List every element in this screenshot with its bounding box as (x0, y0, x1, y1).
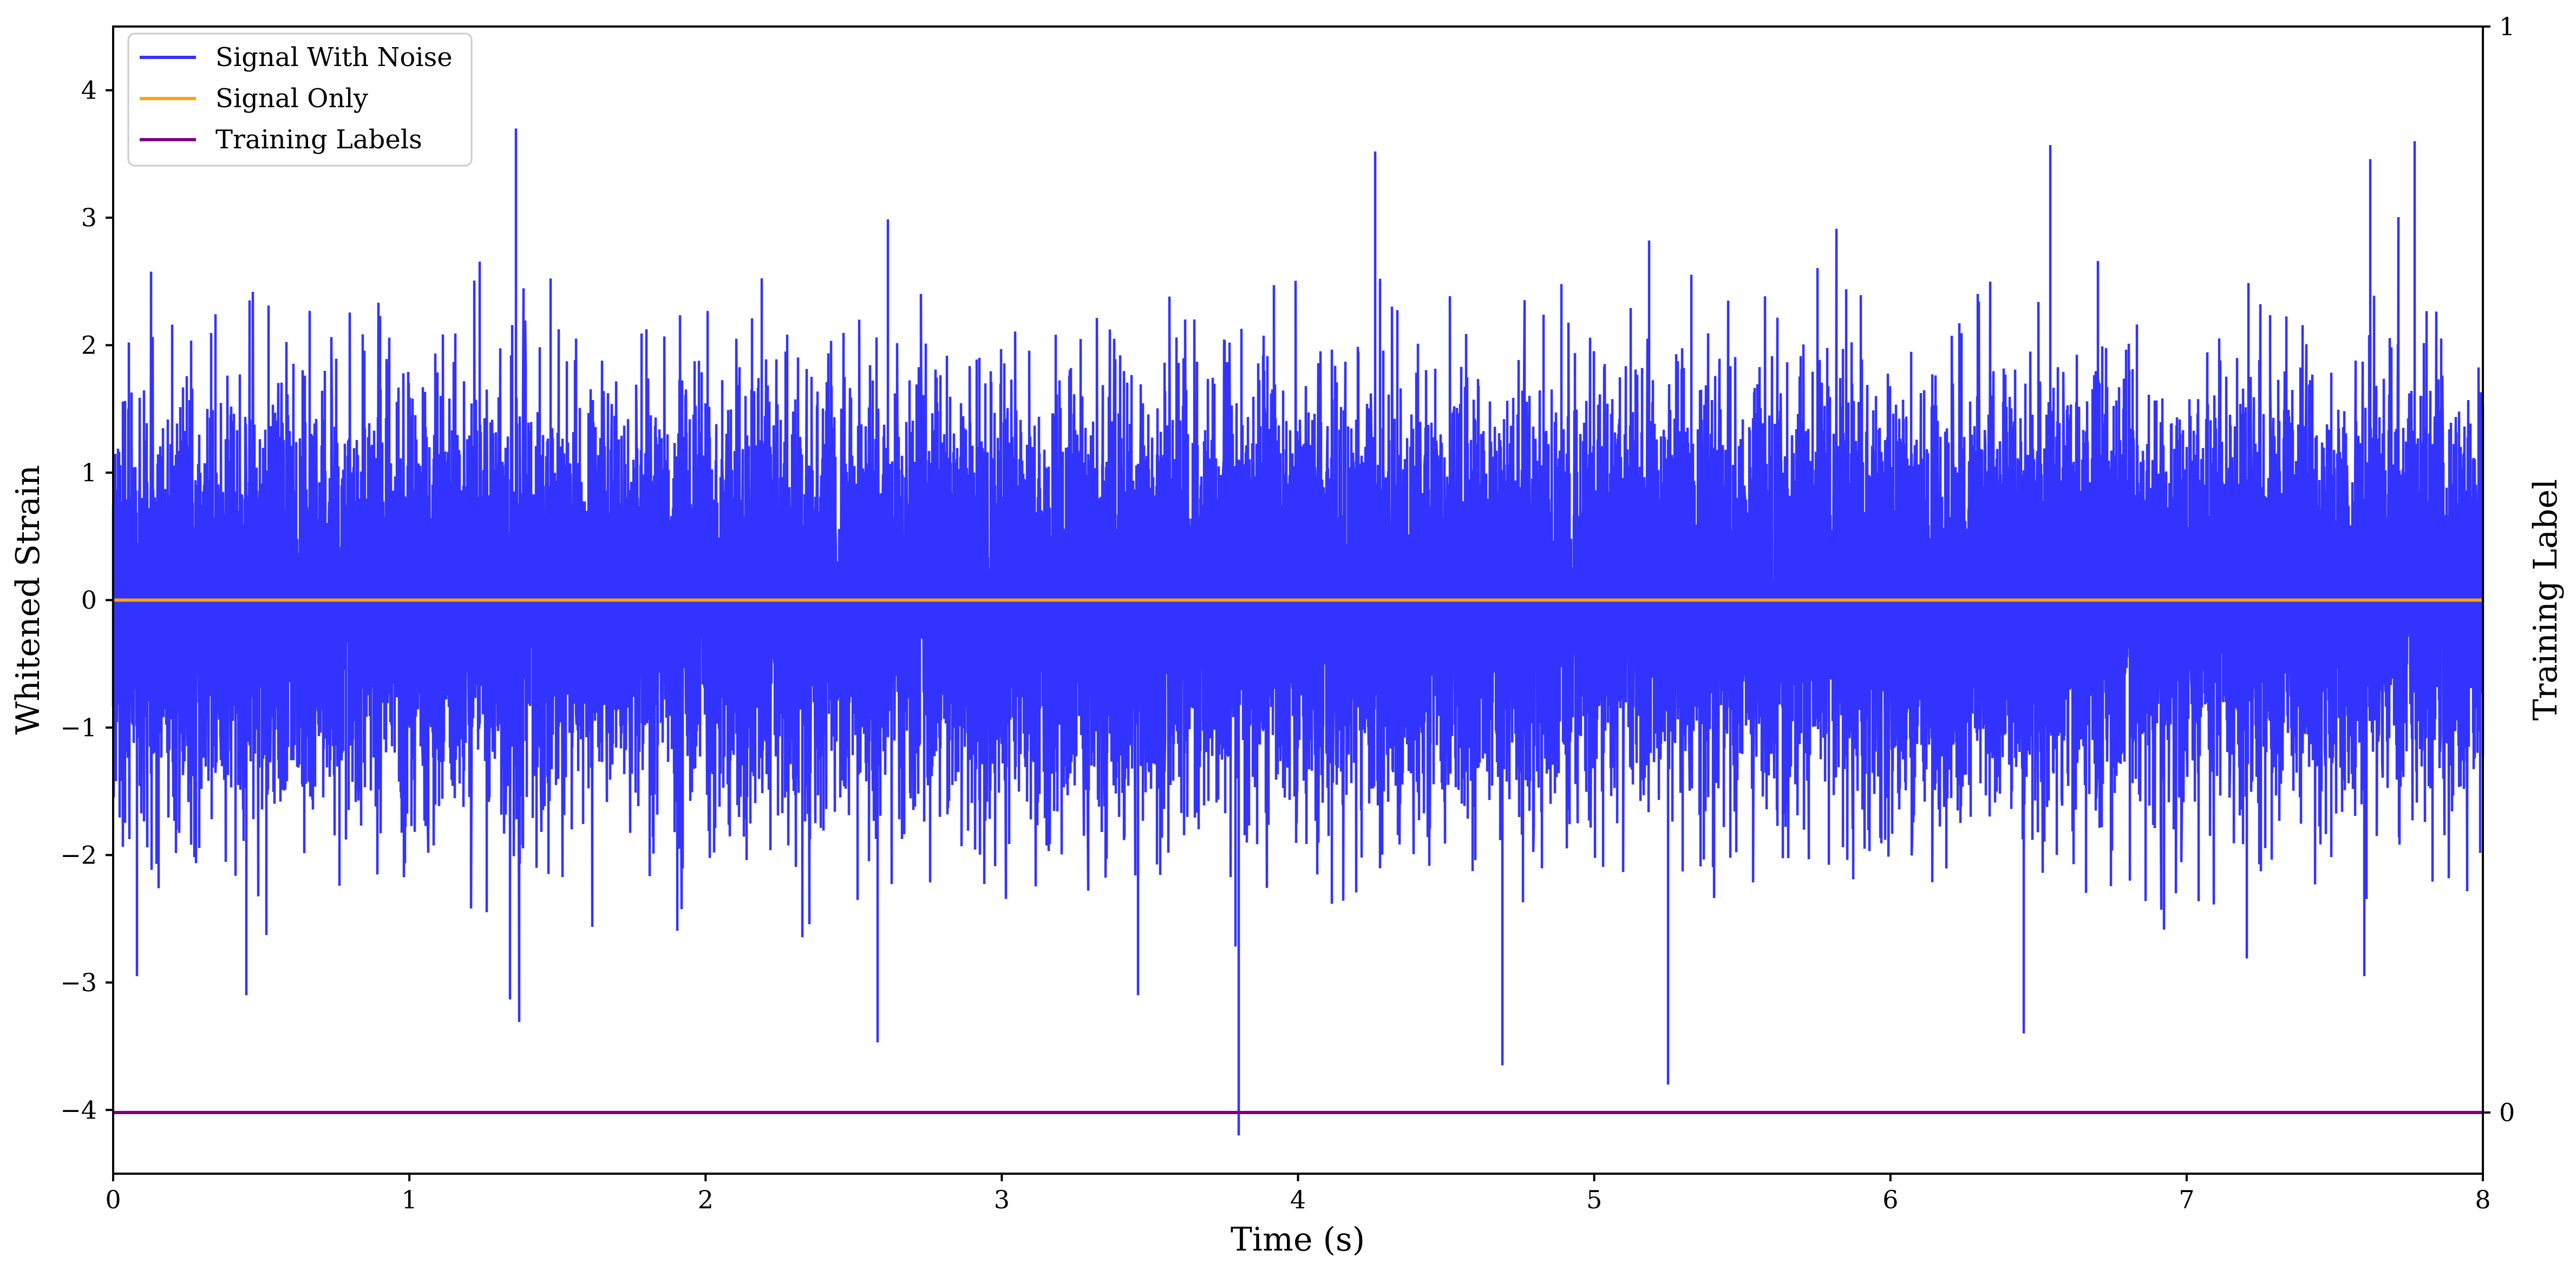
y-tick-label: 1 (81, 458, 97, 487)
y2-axis-label: Training Label (2527, 479, 2565, 721)
y-tick-label: −3 (60, 968, 97, 997)
y-tick-label: 0 (81, 586, 97, 615)
y-tick-label: 3 (81, 203, 97, 232)
y-tick-label: 2 (81, 331, 97, 360)
x-tick-label: 1 (401, 1185, 417, 1214)
axes-layer: 0 1 2 3 4 5 6 7 8 4 3 2 1 0 −1 −2 −3 −4 1 0 (60, 12, 2515, 1214)
x-tick-label: 4 (1290, 1185, 1306, 1214)
legend-label-signal-only: Signal Only (215, 83, 368, 114)
series-layer (112, 128, 2485, 1136)
x-tick-label: 3 (994, 1185, 1010, 1214)
y-tick-label: −2 (60, 840, 97, 869)
y-tick-label: 4 (81, 76, 97, 105)
x-tick-label: 5 (1586, 1185, 1602, 1214)
legend-label-signal-with-noise: Signal With Noise (215, 42, 453, 73)
x-axis-label: Time (s) (1231, 1221, 1365, 1259)
y2-tick-label: 1 (2499, 12, 2515, 41)
x-tick-label: 6 (1882, 1185, 1898, 1214)
series-signal-with-noise (112, 128, 2485, 1136)
x-tick-label: 7 (2179, 1185, 2194, 1214)
legend: Signal With Noise Signal Only Training L… (127, 32, 473, 167)
y-tick-label: −1 (60, 713, 97, 742)
y-axis-label: Whitened Strain (9, 465, 47, 735)
legend-label-training-labels: Training Labels (215, 125, 422, 155)
x-tick-label: 0 (105, 1185, 121, 1214)
y2-tick-label: 0 (2499, 1098, 2515, 1127)
legend-frame (127, 32, 473, 167)
x-tick-label: 8 (2475, 1185, 2490, 1214)
x-tick-label: 2 (698, 1185, 714, 1214)
y-tick-label: −4 (60, 1095, 97, 1124)
